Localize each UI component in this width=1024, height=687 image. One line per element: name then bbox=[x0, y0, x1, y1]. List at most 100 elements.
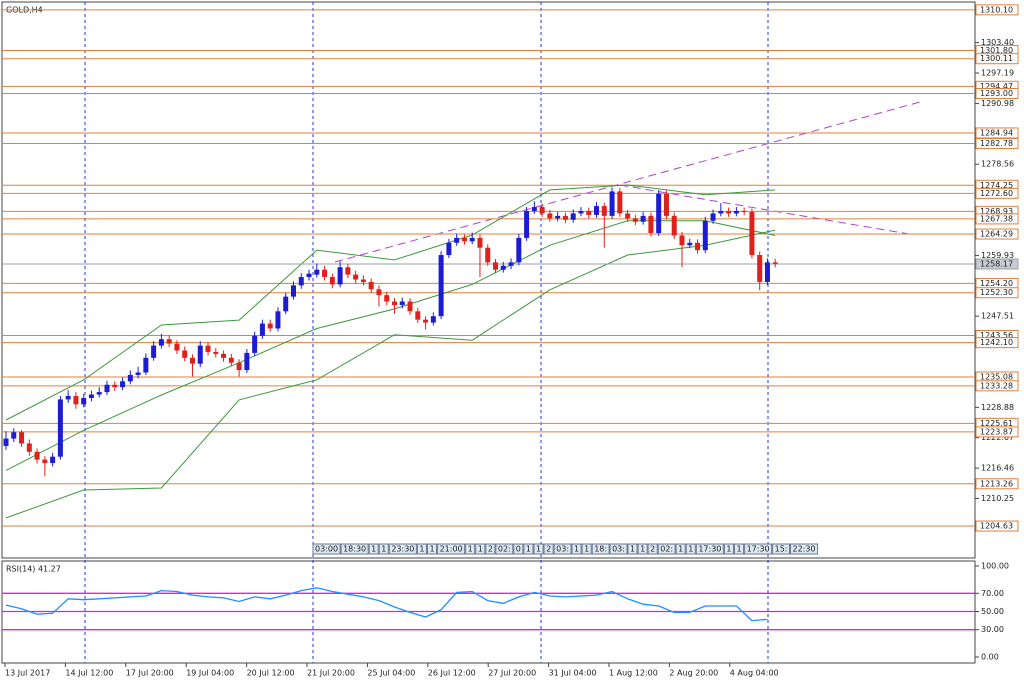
candle-body bbox=[65, 395, 71, 400]
x-tick-label: 17 Jul 20:00 bbox=[126, 669, 174, 678]
candle-body bbox=[695, 242, 701, 251]
time-marker: 1 bbox=[526, 545, 531, 554]
time-marker-box bbox=[591, 543, 610, 555]
candle-body bbox=[73, 395, 79, 405]
candle-body bbox=[702, 220, 708, 251]
candle-body bbox=[228, 357, 234, 363]
candle-body bbox=[562, 215, 568, 220]
candle-body bbox=[516, 237, 522, 263]
time-marker-box bbox=[513, 543, 524, 555]
level-label: 1233.28 bbox=[980, 381, 1013, 390]
candle-body bbox=[438, 255, 444, 317]
candle-body bbox=[586, 210, 592, 215]
candle-body bbox=[679, 235, 685, 246]
time-marker: 17:30 bbox=[698, 545, 721, 554]
candle-body bbox=[135, 372, 141, 375]
candle-body bbox=[749, 211, 755, 256]
candle-body bbox=[143, 357, 149, 373]
x-tick-label: 25 Jul 04:00 bbox=[367, 669, 415, 678]
time-marker-box bbox=[685, 543, 696, 555]
time-marker-box bbox=[475, 543, 486, 555]
candle-body bbox=[267, 323, 273, 329]
level-label: 1252.30 bbox=[980, 288, 1013, 297]
candle-body bbox=[213, 351, 219, 354]
candle-body bbox=[244, 352, 250, 371]
candle-body bbox=[290, 285, 296, 297]
candle-body bbox=[57, 399, 63, 457]
candle-body bbox=[151, 345, 157, 358]
level-label-box bbox=[975, 520, 1019, 532]
time-marker-box bbox=[523, 543, 534, 555]
level-label: 1310.10 bbox=[980, 5, 1013, 14]
candle-body bbox=[609, 191, 615, 216]
time-marker-box bbox=[571, 543, 582, 555]
time-marker-box bbox=[657, 543, 676, 555]
time-marker-box bbox=[627, 543, 638, 555]
time-marker: 03:00 bbox=[315, 545, 338, 554]
x-tick-label: 21 Jul 20:00 bbox=[307, 669, 355, 678]
candle-body bbox=[283, 296, 289, 312]
candle-body bbox=[42, 459, 48, 464]
time-marker-box bbox=[772, 543, 790, 555]
candle-body bbox=[687, 242, 693, 246]
y-tick-label: 1303.40 bbox=[981, 38, 1014, 47]
main-panel bbox=[1, 1, 976, 559]
time-marker: 0 bbox=[516, 545, 521, 554]
time-marker-box bbox=[312, 543, 341, 555]
level-label: 1293.00 bbox=[980, 89, 1013, 98]
time-marker-box bbox=[637, 543, 648, 555]
candle-body bbox=[252, 335, 258, 353]
candle-body bbox=[197, 345, 203, 364]
y-tick-label: 1222.67 bbox=[981, 433, 1014, 442]
level-label-box bbox=[975, 88, 1019, 100]
candle-body bbox=[407, 301, 413, 312]
level-label: 1223.87 bbox=[980, 427, 1013, 436]
candle-body bbox=[104, 384, 110, 393]
candle-body bbox=[353, 274, 359, 280]
x-tick-label: 27 Jul 20:00 bbox=[488, 669, 536, 678]
candle-body bbox=[757, 255, 763, 282]
candle-body bbox=[368, 281, 374, 290]
candle-body bbox=[236, 362, 242, 371]
band-lower bbox=[5, 229, 776, 519]
candle-body bbox=[189, 357, 195, 364]
time-marker: 1 bbox=[584, 545, 589, 554]
level-label-box bbox=[975, 426, 1019, 438]
level-label: 1272.60 bbox=[980, 189, 1013, 198]
candle-body bbox=[469, 237, 475, 242]
candle-body bbox=[539, 207, 545, 214]
time-marker: 1 bbox=[630, 545, 635, 554]
level-label: 1225.61 bbox=[980, 419, 1013, 428]
time-marker-box bbox=[609, 543, 628, 555]
time-marker: 1 bbox=[381, 545, 386, 554]
candle-body bbox=[88, 394, 94, 398]
time-marker: 02: bbox=[498, 545, 511, 554]
candle-body bbox=[314, 269, 320, 275]
x-tick-label: 31 Jul 04:00 bbox=[549, 669, 597, 678]
time-marker: 03: bbox=[556, 545, 569, 554]
candle-body bbox=[485, 247, 491, 263]
candle-body bbox=[454, 237, 460, 243]
time-marker: 1 bbox=[736, 545, 741, 554]
level-label: 1301.80 bbox=[980, 46, 1013, 55]
candle-body bbox=[671, 215, 677, 236]
time-marker: 22:30 bbox=[793, 545, 816, 554]
candle-body bbox=[726, 210, 732, 214]
level-label-box bbox=[975, 478, 1019, 490]
y-tick-label: 1278.56 bbox=[981, 160, 1014, 169]
candle-body bbox=[19, 432, 25, 444]
candle-body bbox=[275, 311, 281, 329]
time-marker-box bbox=[416, 543, 427, 555]
x-tick-label: 2 Aug 20:00 bbox=[669, 669, 718, 678]
level-label-box bbox=[975, 287, 1019, 299]
candle-body bbox=[733, 210, 739, 214]
level-label: 1254.20 bbox=[980, 279, 1013, 288]
candle-body bbox=[158, 339, 164, 346]
x-tick-label: 4 Aug 04:00 bbox=[730, 669, 779, 678]
candle-body bbox=[399, 301, 405, 305]
candle-body bbox=[174, 343, 180, 351]
candle-body bbox=[578, 210, 584, 214]
candle-body bbox=[182, 350, 188, 358]
candle-body bbox=[50, 456, 56, 464]
